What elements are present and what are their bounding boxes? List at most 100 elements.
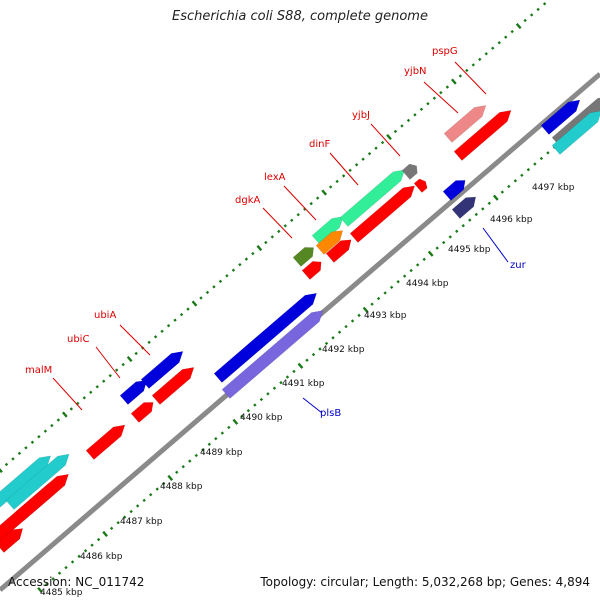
gene-blue-ubia-shape xyxy=(140,351,184,389)
top-track-dot xyxy=(450,78,457,85)
bottom-track-dot xyxy=(240,414,244,418)
bottom-track-dot xyxy=(259,397,264,402)
gene-red-malm xyxy=(85,424,126,460)
top-track-dot xyxy=(179,312,184,317)
gene-label-dinf: dinF xyxy=(309,139,330,150)
gene-blue-plsb-shape xyxy=(213,292,317,383)
top-track-dot xyxy=(328,185,333,189)
bottom-track-dot xyxy=(305,358,309,362)
gene-label-lexa: lexA xyxy=(264,172,286,183)
bottom-track-dot xyxy=(122,515,127,519)
top-track-dot xyxy=(335,179,339,184)
top-track-dot xyxy=(264,240,268,245)
gene-red-malm-shape xyxy=(85,424,126,460)
gene-blue-zur-1-shape xyxy=(442,180,466,201)
bottom-track-dot xyxy=(116,521,120,525)
bottom-track-dot xyxy=(324,341,329,346)
gene-olive-dgka xyxy=(292,247,314,267)
bottom-track-dot xyxy=(253,403,257,407)
gene-green-dinf-shape xyxy=(339,169,406,227)
gene-blue-9-shape xyxy=(540,99,581,135)
kbp-tick-label: 4494 kbp xyxy=(406,279,449,289)
bottom-track-dot xyxy=(175,470,179,474)
top-track-dot xyxy=(277,229,281,234)
gene-blue-9 xyxy=(540,99,581,135)
gene-blue-ubic-shape xyxy=(119,380,148,405)
bottom-track-dot xyxy=(37,586,43,594)
top-track-dot xyxy=(89,390,93,394)
gene-green-lexa xyxy=(311,216,344,245)
top-track-dot xyxy=(199,296,203,300)
bottom-track-dot xyxy=(507,184,511,189)
leader-line-dgka xyxy=(262,207,293,239)
bottom-track-dot xyxy=(109,526,114,531)
gene-gray-yjbj-shape xyxy=(401,163,418,180)
top-track-dot xyxy=(413,113,417,117)
bottom-track-dot xyxy=(181,465,185,469)
top-track-dot xyxy=(126,355,133,363)
bottom-track-dot xyxy=(492,194,499,201)
gene-red-5-shape xyxy=(301,261,322,280)
bottom-track-dot xyxy=(350,319,355,323)
bottom-track-dot xyxy=(362,306,369,313)
kbp-tick-label: 4487 kbp xyxy=(120,517,163,527)
bottom-track-dot xyxy=(474,212,478,217)
top-track-dot xyxy=(393,129,398,134)
top-track-dot xyxy=(354,163,359,167)
kbp-tick-label: 4491 kbp xyxy=(282,379,325,389)
gene-green-lexa-shape xyxy=(311,216,344,245)
gene-red-pspg xyxy=(453,110,512,161)
bottom-track-dot xyxy=(422,257,426,262)
top-track-dot xyxy=(11,457,15,461)
top-track-dot xyxy=(102,379,106,383)
bottom-track-dot xyxy=(285,375,290,379)
top-track-dot xyxy=(270,235,274,239)
bottom-track-dot xyxy=(227,425,231,430)
gene-cyan-1-shape xyxy=(0,455,52,513)
bottom-track-dot xyxy=(96,537,101,542)
bottom-track-dot xyxy=(513,179,518,183)
bottom-track-dot xyxy=(44,582,49,587)
gene-red-2-shape xyxy=(15,473,69,521)
top-track-dot xyxy=(309,201,313,206)
top-track-dot xyxy=(24,446,28,450)
bottom-track-dot xyxy=(427,250,434,257)
top-track-dot xyxy=(166,324,171,328)
top-track-dot xyxy=(316,196,320,200)
leader-line-yjbn xyxy=(423,81,459,114)
top-track-dot xyxy=(510,29,514,34)
bottom-track-dot xyxy=(389,285,394,290)
top-dotted-track xyxy=(0,2,547,474)
top-track-dot xyxy=(115,368,119,372)
gene-label-ubia: ubiA xyxy=(94,310,116,321)
top-track-dot xyxy=(542,2,547,6)
top-track-dot xyxy=(458,74,463,78)
top-track-dot xyxy=(251,251,255,256)
gene-labels: malM ubiC ubiA dgkA lexA dinF yjbJ yjbN pspG plsB… xyxy=(25,46,527,419)
bottom-track-dot xyxy=(539,156,544,161)
leader-line-plsb xyxy=(302,397,323,414)
top-track-dot xyxy=(296,213,300,217)
top-track-dot xyxy=(205,290,210,295)
bottom-track-dot xyxy=(292,369,296,374)
top-track-dot xyxy=(153,335,158,339)
gene-label-yjbn: yjbN xyxy=(404,66,427,77)
top-track-dot xyxy=(536,7,540,12)
bottom-track-dot xyxy=(337,330,342,334)
gene-green-dinf xyxy=(339,169,406,227)
bottom-track-dot xyxy=(162,481,166,486)
kbp-tick-label: 4496 kbp xyxy=(490,215,533,225)
bottom-track-dot xyxy=(383,291,387,295)
gene-cyan-1 xyxy=(0,455,52,513)
gene-cyan-2 xyxy=(5,453,70,510)
gene-label-dgka: dgkA xyxy=(235,195,260,206)
kbp-tick-label: 4486 kbp xyxy=(80,552,123,562)
top-track-dot xyxy=(186,307,190,311)
bottom-track-dot xyxy=(83,549,88,553)
top-track-dot xyxy=(386,133,392,141)
top-track-dot xyxy=(321,189,328,196)
gene-pink-yjbn-shape xyxy=(443,105,487,143)
kbp-tick-label: 4497 kbp xyxy=(532,183,575,193)
top-track-dot xyxy=(4,462,9,467)
